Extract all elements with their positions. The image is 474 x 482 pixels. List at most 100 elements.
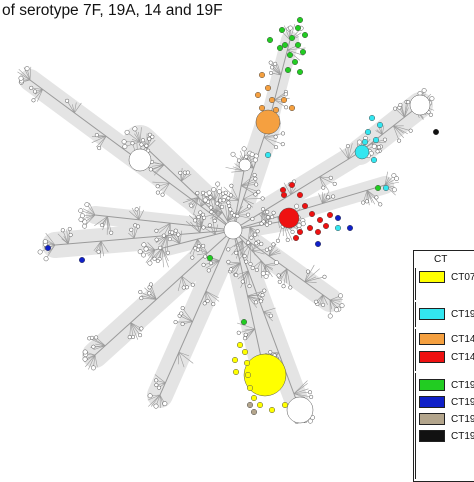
tree-node xyxy=(377,145,381,149)
tree-node xyxy=(365,200,369,204)
tree-node xyxy=(207,191,211,195)
tree-node xyxy=(301,222,305,226)
legend-group-19f xyxy=(415,373,416,479)
tree-node xyxy=(334,308,338,312)
tree-node xyxy=(231,152,235,156)
tree-node xyxy=(141,253,145,257)
tree-node xyxy=(79,209,83,213)
tree-node xyxy=(203,255,207,259)
tree-node xyxy=(148,261,152,265)
tree-node xyxy=(294,204,298,208)
tree-node xyxy=(256,229,260,233)
tree-node xyxy=(268,247,272,251)
tree-node xyxy=(255,92,261,98)
tree-node xyxy=(253,233,257,237)
tree-node xyxy=(122,140,126,144)
tree-node xyxy=(308,390,312,394)
tree-node xyxy=(276,239,280,243)
tree-node xyxy=(265,85,271,91)
tree-node xyxy=(250,236,254,240)
tree-node xyxy=(79,257,85,263)
tree-node xyxy=(92,345,96,349)
tree-node xyxy=(315,229,321,235)
tree-node xyxy=(191,283,195,287)
tree-node xyxy=(196,248,200,252)
legend-item-ct14-a: CT14-0 xyxy=(419,332,474,346)
legend-label: CT19A- xyxy=(451,309,474,320)
tree-node xyxy=(232,357,238,363)
tree-node xyxy=(369,115,375,121)
legend-item-ct14-b: CT14-0 xyxy=(419,350,474,364)
tree-node xyxy=(259,72,265,78)
tree-node xyxy=(373,137,379,143)
tree-node xyxy=(392,188,396,192)
tree-node xyxy=(243,336,247,340)
tree-node xyxy=(181,322,185,326)
tree-node xyxy=(178,171,182,175)
tree-node xyxy=(375,185,381,191)
tree-node xyxy=(19,76,23,80)
tree-node xyxy=(295,25,301,31)
tree-node xyxy=(85,202,89,206)
tree-node xyxy=(135,208,139,212)
tree-node xyxy=(277,274,281,278)
tree-node xyxy=(281,192,287,198)
tree-node xyxy=(307,225,313,231)
tree-node xyxy=(297,192,303,198)
tree-node xyxy=(346,144,350,148)
tree-node xyxy=(244,260,248,264)
tree-node xyxy=(281,132,285,136)
tree-node xyxy=(375,196,379,200)
tree-node xyxy=(287,397,313,423)
tree-node xyxy=(29,86,33,90)
tree-node xyxy=(393,107,397,111)
tree-node xyxy=(433,129,439,135)
tree-node xyxy=(372,144,376,148)
tree-node xyxy=(226,248,230,252)
tree-node xyxy=(45,245,51,251)
tree-node xyxy=(323,223,329,229)
tree-node xyxy=(340,303,344,307)
tree-node xyxy=(322,186,326,190)
tree-node xyxy=(377,122,383,128)
tree-node xyxy=(161,193,165,197)
tree-node xyxy=(409,129,413,133)
tree-node xyxy=(251,395,257,401)
tree-node xyxy=(246,213,250,217)
tree-node xyxy=(251,217,255,221)
tree-node xyxy=(217,189,221,193)
tree-node xyxy=(190,204,194,208)
tree-node xyxy=(333,182,337,186)
tree-node xyxy=(156,184,160,188)
tree-node xyxy=(145,144,149,148)
tree-node xyxy=(253,173,257,177)
legend-panel: CT CT07F- CT19A- CT14-0 CT14-0 CT19F- CT… xyxy=(413,250,474,482)
tree-node xyxy=(261,207,265,211)
tree-node xyxy=(242,349,248,355)
tree-node xyxy=(61,228,65,232)
legend-title: CT xyxy=(434,254,447,265)
tree-node xyxy=(244,360,250,366)
tree-node xyxy=(242,147,246,151)
tree-node xyxy=(371,157,377,163)
tree-node xyxy=(429,113,433,117)
tree-node xyxy=(138,333,142,337)
tree-node xyxy=(151,135,155,139)
legend-swatch xyxy=(419,351,445,363)
tree-node xyxy=(399,103,403,107)
tree-node xyxy=(141,138,145,142)
tree-node xyxy=(406,100,410,104)
tree-branches xyxy=(17,24,434,423)
tree-node xyxy=(246,241,250,245)
tree-node xyxy=(227,196,231,200)
tree-node xyxy=(376,150,380,154)
tree-node xyxy=(156,191,160,195)
tree-node xyxy=(288,286,292,290)
tree-node xyxy=(222,198,226,202)
legend-swatch xyxy=(419,271,445,283)
tree-node xyxy=(154,379,158,383)
tree-node xyxy=(181,306,185,310)
tree-node xyxy=(289,35,295,41)
tree-node xyxy=(249,262,253,266)
tree-node xyxy=(257,402,263,408)
